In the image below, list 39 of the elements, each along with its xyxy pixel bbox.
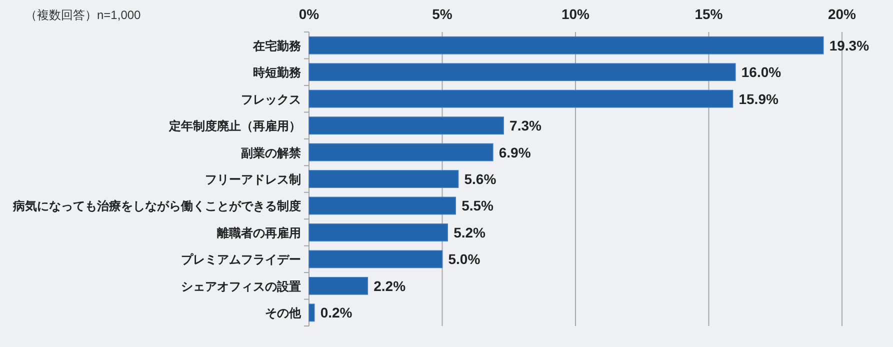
- bar: [308, 304, 315, 322]
- data-label: 2.2%: [374, 278, 406, 294]
- y-tick-label: 時短勤務: [253, 66, 302, 80]
- data-label: 7.3%: [510, 118, 542, 134]
- y-tick-label: 定年制度廃止（再雇用）: [168, 119, 301, 134]
- bar: [308, 90, 734, 108]
- y-tick-label: 副業の解禁: [241, 146, 302, 160]
- data-label: 5.6%: [464, 171, 497, 187]
- bar: [308, 196, 456, 215]
- x-tick-label: 0%: [298, 6, 320, 22]
- y-tick-label: 病気になっても治療をしながら働くことができる制度: [12, 199, 301, 214]
- data-label: 19.3%: [829, 37, 870, 54]
- data-label: 0.2%: [320, 304, 353, 321]
- bar: [308, 250, 443, 268]
- bar: [308, 276, 368, 295]
- x-tick-label: 20%: [828, 6, 857, 22]
- y-tick-label: シェアオフィスの設置: [181, 279, 301, 294]
- data-label: 5.2%: [454, 224, 486, 240]
- data-label: 16.0%: [741, 64, 782, 80]
- bar: [308, 36, 824, 54]
- y-tick-label: フレックス: [241, 92, 301, 106]
- data-label: 5.0%: [448, 251, 481, 268]
- y-tick-label: 離職者の再雇用: [216, 226, 301, 240]
- bar: [308, 224, 448, 242]
- x-tick-label: 10%: [561, 6, 590, 22]
- data-label: 5.5%: [462, 198, 494, 214]
- bar: [308, 170, 459, 188]
- bar: [308, 116, 504, 134]
- bar: [308, 143, 494, 162]
- data-label: 15.9%: [738, 90, 779, 107]
- x-tick-label: 5%: [432, 6, 453, 22]
- text: （複数回答）n=1,000: [25, 8, 142, 22]
- x-tick-label: 15%: [694, 6, 724, 22]
- data-label: 6.9%: [498, 144, 532, 160]
- bar: [308, 63, 736, 82]
- y-tick-label: プレミアムフライデー: [181, 252, 301, 267]
- y-tick-label: その他: [265, 306, 302, 320]
- y-tick-label: フリーアドレス制: [205, 172, 301, 186]
- y-tick-label: 在宅勤務: [252, 38, 302, 53]
